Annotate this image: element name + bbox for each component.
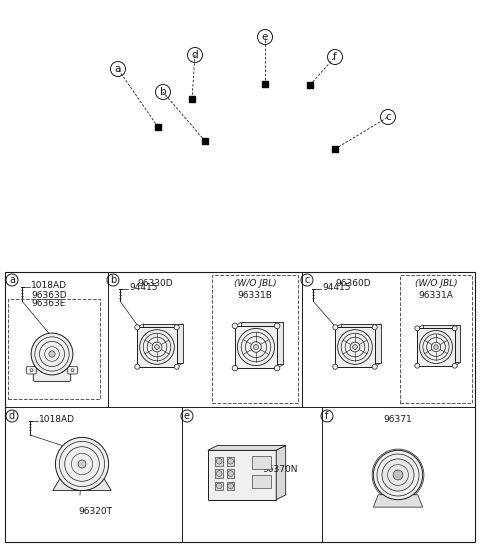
Bar: [212, 275, 298, 403]
Polygon shape: [208, 446, 286, 450]
Text: 96371: 96371: [384, 415, 412, 424]
Text: 96320T: 96320T: [78, 507, 112, 516]
Text: 96363E: 96363E: [31, 300, 65, 309]
Ellipse shape: [232, 323, 238, 329]
Text: e: e: [262, 32, 268, 42]
Polygon shape: [336, 327, 375, 366]
Bar: [5, 272, 475, 542]
Text: 96360D: 96360D: [335, 279, 371, 288]
Text: c: c: [385, 112, 391, 122]
Text: 94415: 94415: [322, 283, 350, 293]
Bar: [216, 457, 223, 465]
Text: e: e: [184, 411, 190, 421]
Polygon shape: [373, 494, 423, 507]
Bar: [227, 457, 234, 465]
FancyBboxPatch shape: [33, 366, 71, 381]
Polygon shape: [341, 324, 381, 363]
Bar: [216, 469, 223, 478]
Bar: [227, 482, 234, 490]
Text: c: c: [304, 275, 310, 285]
Circle shape: [228, 483, 233, 489]
Text: 1018AD: 1018AD: [39, 416, 75, 424]
Circle shape: [228, 471, 233, 476]
Polygon shape: [235, 326, 277, 368]
Bar: [8, 299, 100, 399]
Ellipse shape: [275, 365, 280, 371]
Ellipse shape: [415, 363, 420, 368]
Bar: [216, 482, 223, 490]
Circle shape: [49, 351, 55, 357]
Ellipse shape: [353, 345, 358, 350]
Ellipse shape: [452, 363, 457, 368]
Circle shape: [393, 470, 403, 480]
FancyBboxPatch shape: [27, 366, 36, 374]
Bar: [227, 469, 234, 478]
Text: 96370N: 96370N: [262, 465, 298, 474]
Bar: [252, 475, 271, 488]
Circle shape: [373, 450, 423, 500]
Text: f: f: [333, 52, 337, 62]
Ellipse shape: [333, 364, 338, 369]
Ellipse shape: [135, 364, 140, 369]
Text: 94415: 94415: [129, 283, 157, 293]
Circle shape: [78, 460, 86, 468]
Polygon shape: [417, 328, 455, 366]
Ellipse shape: [155, 345, 159, 350]
Text: f: f: [325, 411, 329, 421]
Circle shape: [382, 459, 414, 491]
Text: b: b: [110, 275, 116, 285]
Text: 1018AD: 1018AD: [31, 282, 67, 290]
Text: 96330D: 96330D: [137, 279, 173, 288]
Bar: [208, 450, 276, 500]
Polygon shape: [143, 324, 182, 363]
Ellipse shape: [174, 364, 179, 369]
Ellipse shape: [232, 365, 238, 371]
Ellipse shape: [452, 326, 457, 331]
Text: (W/O JBL): (W/O JBL): [234, 279, 276, 288]
Ellipse shape: [434, 345, 438, 349]
Circle shape: [228, 458, 233, 464]
Text: a: a: [115, 64, 121, 74]
Circle shape: [216, 471, 222, 476]
Ellipse shape: [253, 345, 259, 350]
Text: 96363D: 96363D: [31, 290, 67, 300]
Text: a: a: [9, 275, 15, 285]
Ellipse shape: [174, 325, 179, 330]
Text: d: d: [192, 50, 198, 60]
Ellipse shape: [333, 325, 338, 330]
Text: 96331B: 96331B: [238, 291, 273, 300]
Bar: [252, 456, 271, 469]
Polygon shape: [137, 327, 177, 366]
Text: (W/O JBL): (W/O JBL): [415, 279, 457, 288]
Text: d: d: [9, 411, 15, 421]
Circle shape: [216, 483, 222, 489]
Circle shape: [55, 438, 108, 491]
Bar: [400, 275, 472, 403]
Polygon shape: [53, 478, 111, 491]
Circle shape: [31, 333, 73, 375]
Polygon shape: [241, 322, 284, 364]
Circle shape: [216, 458, 222, 464]
Ellipse shape: [372, 364, 377, 369]
Polygon shape: [276, 446, 286, 500]
Ellipse shape: [275, 323, 280, 329]
Text: b: b: [160, 87, 166, 97]
Ellipse shape: [372, 325, 377, 330]
Polygon shape: [423, 325, 460, 363]
FancyBboxPatch shape: [68, 366, 77, 374]
Text: 96331A: 96331A: [419, 291, 454, 300]
Ellipse shape: [415, 326, 420, 331]
Ellipse shape: [135, 325, 140, 330]
